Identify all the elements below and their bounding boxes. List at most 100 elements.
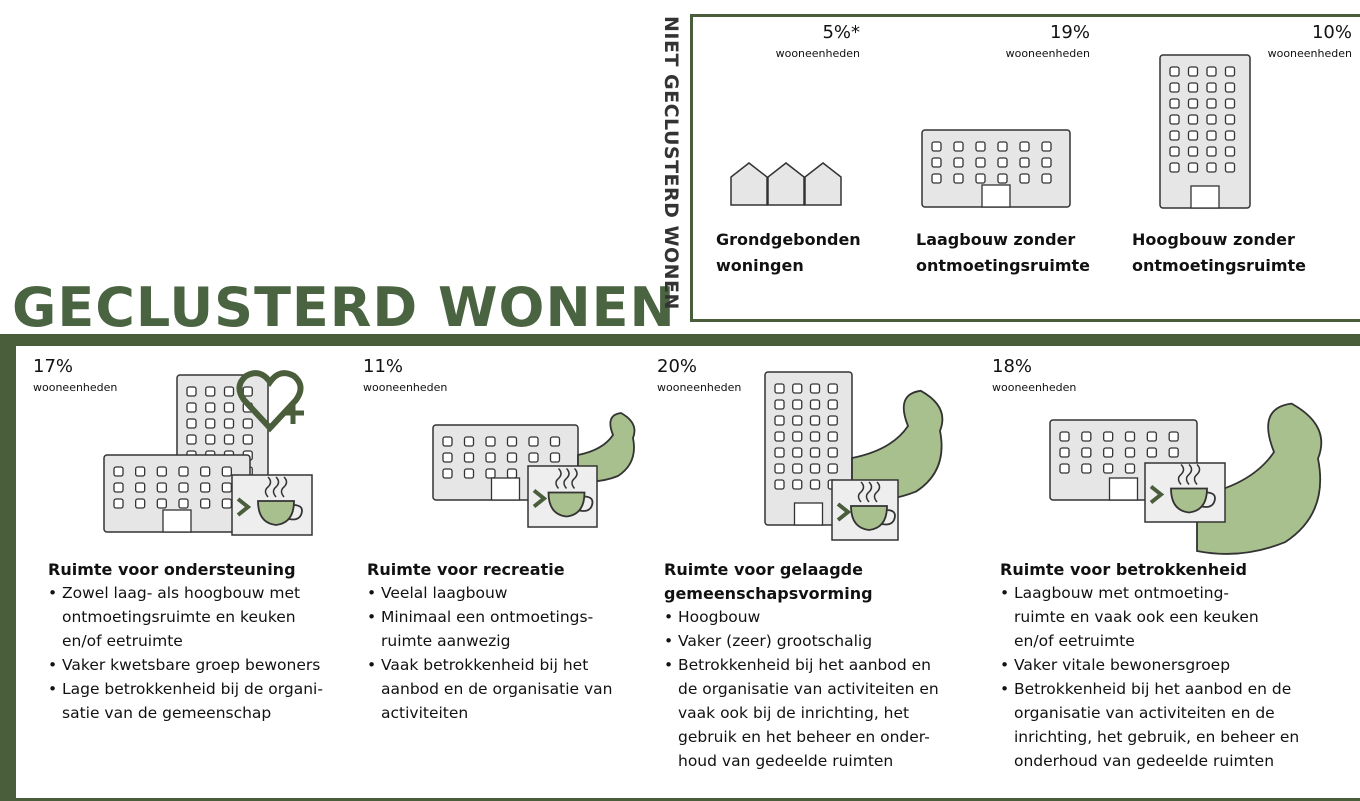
bullet-text: aanbod en de organisatie van [381,680,612,698]
window [1020,158,1029,167]
bullet: • [1000,656,1009,674]
page: GECLUSTERD WONEN NIET GECLUSTERD WONEN (… [0,0,1360,801]
window [793,432,802,441]
window [828,400,837,409]
percent: 11% [363,356,403,377]
unit: wooneenheden [776,47,860,60]
window [1060,432,1069,441]
unit: wooneenheden [992,381,1076,394]
window [465,437,474,446]
window [443,469,452,478]
bullet-text: houd van gedeelde ruimten [678,752,893,770]
bullet-text: ruimte aanwezig [381,632,510,650]
item-label: Laagbouw zonder [916,230,1075,249]
window [187,387,196,396]
heading: Ruimte voor gelaagde [664,560,863,579]
window [465,453,474,462]
window [775,384,784,393]
window [1207,115,1216,124]
window [551,437,560,446]
bullet-text: Minimaal een ontmoetings- [381,608,593,626]
bullet: • [664,656,673,674]
door [982,185,1010,207]
heading: Ruimte voor ondersteuning [48,560,296,579]
bullet-text: vaak ook bij de inrichting, het [678,704,909,722]
window [187,435,196,444]
item-label: woningen [716,256,804,275]
window [932,174,941,183]
window [811,464,820,473]
bullet-text: Veelal laagbouw [381,584,507,602]
window [443,453,452,462]
window [1226,115,1235,124]
bullet-text: Vaker kwetsbare groep bewoners [62,656,320,674]
bullet: • [367,656,376,674]
house [768,163,804,205]
door [492,478,520,500]
window [222,499,231,508]
bullet: • [367,584,376,602]
window [1020,142,1029,151]
window [1207,99,1216,108]
window [225,419,234,428]
unit: wooneenheden [33,381,117,394]
window [998,158,1007,167]
door [163,510,191,532]
unit: wooneenheden [363,381,447,394]
plus [282,402,304,424]
item-label: ontmoetingsruimte [1132,256,1306,275]
window [1207,67,1216,76]
window [828,448,837,457]
window [811,432,820,441]
window [114,483,123,492]
window [206,419,215,428]
bullet: • [48,584,57,602]
window [551,453,560,462]
window [976,158,985,167]
item-label: Grondgebonden [716,230,861,249]
bullet-text: Vaker (zeer) grootschalig [678,632,872,650]
window [793,416,802,425]
window [775,400,784,409]
window [775,416,784,425]
window [529,437,538,446]
heading: Ruimte voor betrokkenheid [1000,560,1247,579]
window [998,174,1007,183]
window [1170,115,1179,124]
window [136,483,145,492]
window [954,142,963,151]
window [811,384,820,393]
window [508,437,517,446]
bullet-text: Laagbouw met ontmoeting- [1014,584,1229,602]
window [443,437,452,446]
bullet-text: gebruik en het beheer en onder- [678,728,930,746]
bullet: • [48,656,57,674]
window [222,483,231,492]
window [1207,131,1216,140]
window [114,499,123,508]
window [954,174,963,183]
door [795,503,823,525]
percent: 17% [33,356,73,377]
bullet: • [367,608,376,626]
window [1170,99,1179,108]
window [1226,99,1235,108]
window [1189,83,1198,92]
window [243,435,252,444]
window [1170,163,1179,172]
bullet-text: Lage betrokkenheid bij de organi- [62,680,323,698]
percent: 20% [657,356,697,377]
window [157,499,166,508]
window [1126,448,1135,457]
window [201,483,210,492]
window [1042,158,1051,167]
window [1189,99,1198,108]
window [1189,131,1198,140]
window [1104,448,1113,457]
window [1104,432,1113,441]
window [1126,432,1135,441]
window [1147,432,1156,441]
window [1042,142,1051,151]
bullet-text: Vaak betrokkenheid bij het [381,656,588,674]
window [179,499,188,508]
